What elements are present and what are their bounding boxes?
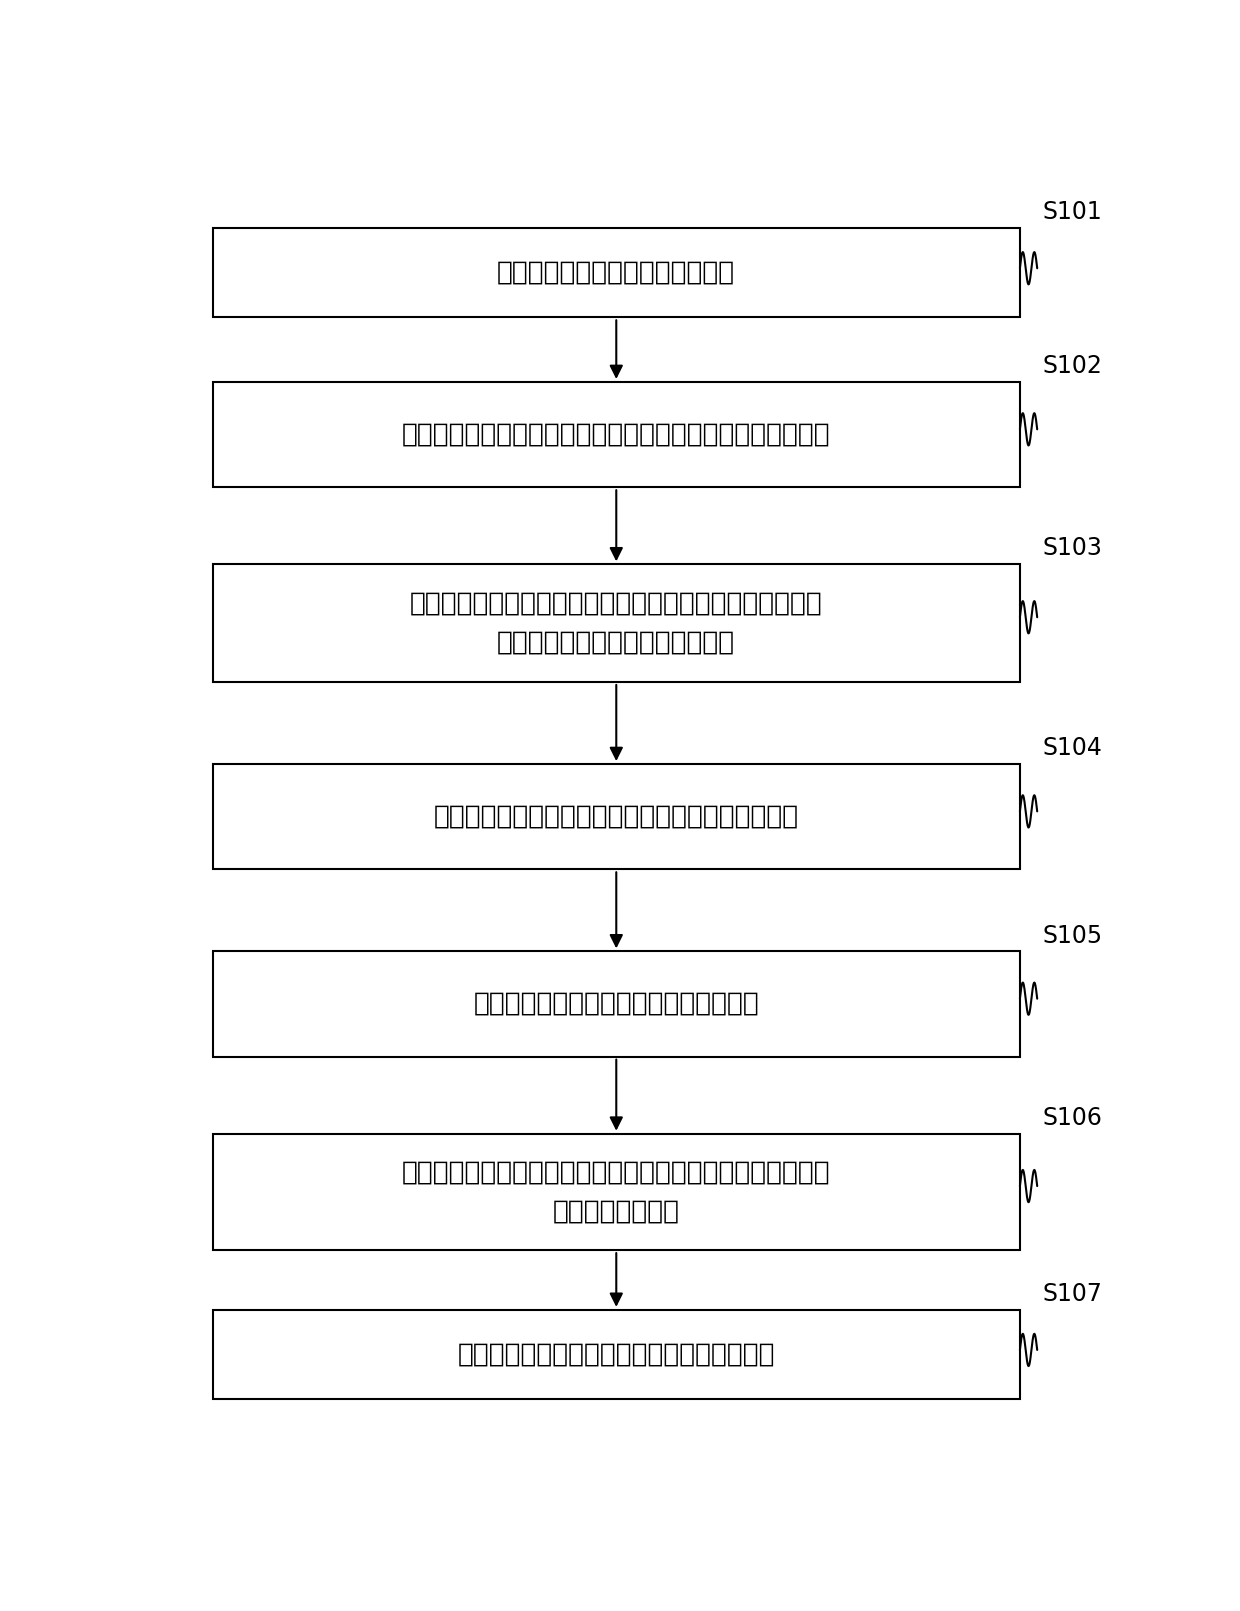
Text: S106: S106	[1042, 1105, 1102, 1129]
Bar	[213, 564, 1019, 681]
Text: 对所述正常训练样本和所述故障训练样本进行数据标准化处理: 对所述正常训练样本和所述故障训练样本进行数据标准化处理	[402, 422, 831, 448]
Text: 基于所述相异性对所述多个特征进行排序: 基于所述相异性对所述多个特征进行排序	[474, 991, 759, 1017]
Text: S102: S102	[1042, 354, 1102, 379]
Text: 计算所述第一特征矩阵和所述第二特征矩阵的相异性: 计算所述第一特征矩阵和所述第二特征矩阵的相异性	[434, 804, 799, 830]
Text: 所述故障训练样本的第二特征矩阵: 所述故障训练样本的第二特征矩阵	[497, 630, 735, 656]
Bar	[213, 764, 1019, 870]
Bar	[213, 1134, 1019, 1250]
Bar	[213, 229, 1019, 317]
Text: 以确定最优特征集: 以确定最优特征集	[553, 1199, 680, 1224]
Bar	[213, 950, 1019, 1057]
Text: 利用所述最优特征集对测试样本进行故障检测: 利用所述最优特征集对测试样本进行故障检测	[458, 1342, 775, 1368]
Text: S101: S101	[1042, 200, 1102, 224]
Text: 利用支持向量机对排序后的所述多个特征进行十折交叉验证，: 利用支持向量机对排序后的所述多个特征进行十折交叉验证，	[402, 1160, 831, 1186]
Text: S103: S103	[1042, 536, 1102, 561]
Text: S107: S107	[1042, 1282, 1102, 1307]
Text: S104: S104	[1042, 736, 1102, 760]
Text: 获取正常训练样本和故障训练样本: 获取正常训练样本和故障训练样本	[497, 259, 735, 285]
Text: S105: S105	[1042, 923, 1102, 947]
Bar	[213, 382, 1019, 487]
Bar	[213, 1310, 1019, 1398]
Text: 对于任一特征，构建所述正常训练样本的第一特征矩阵以及: 对于任一特征，构建所述正常训练样本的第一特征矩阵以及	[410, 591, 822, 617]
